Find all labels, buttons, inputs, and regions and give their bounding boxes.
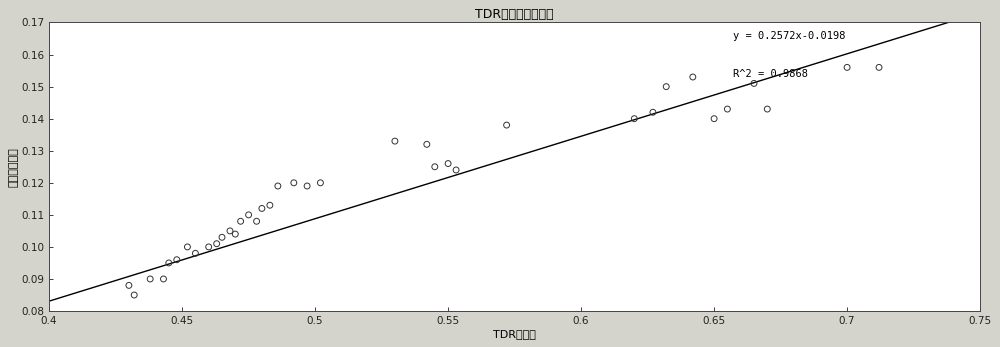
Point	[286, 180, 302, 186]
Point	[126, 292, 142, 298]
Text: R^2 = 0.9868: R^2 = 0.9868	[733, 69, 808, 79]
Point	[312, 180, 328, 186]
Point	[121, 282, 137, 288]
Point	[241, 212, 257, 218]
Point	[440, 161, 456, 166]
Point	[626, 116, 642, 121]
Point	[658, 84, 674, 90]
Point	[759, 106, 775, 112]
Point	[719, 106, 735, 112]
Point	[839, 65, 855, 70]
Point	[155, 276, 171, 282]
Point	[233, 219, 249, 224]
Point	[254, 206, 270, 211]
Title: TDR含水量校正曲线: TDR含水量校正曲线	[475, 8, 554, 21]
Point	[499, 122, 515, 128]
Point	[209, 241, 225, 246]
Point	[871, 65, 887, 70]
Point	[222, 228, 238, 234]
Point	[161, 260, 177, 266]
Point	[746, 81, 762, 86]
Point	[249, 219, 265, 224]
Point	[448, 167, 464, 173]
Point	[387, 138, 403, 144]
Point	[706, 116, 722, 121]
Point	[419, 142, 435, 147]
Point	[299, 183, 315, 189]
Point	[685, 74, 701, 80]
Point	[169, 257, 185, 263]
Point	[201, 244, 217, 250]
Y-axis label: 烘干法测量値: 烘干法测量値	[8, 147, 18, 187]
Point	[270, 183, 286, 189]
Text: y = 0.2572x-0.0198: y = 0.2572x-0.0198	[733, 31, 846, 41]
Point	[262, 202, 278, 208]
Point	[214, 235, 230, 240]
Point	[142, 276, 158, 282]
Point	[645, 110, 661, 115]
Point	[179, 244, 195, 250]
Point	[227, 231, 243, 237]
Point	[187, 251, 203, 256]
Point	[427, 164, 443, 170]
X-axis label: TDR测量値: TDR测量値	[493, 329, 536, 339]
